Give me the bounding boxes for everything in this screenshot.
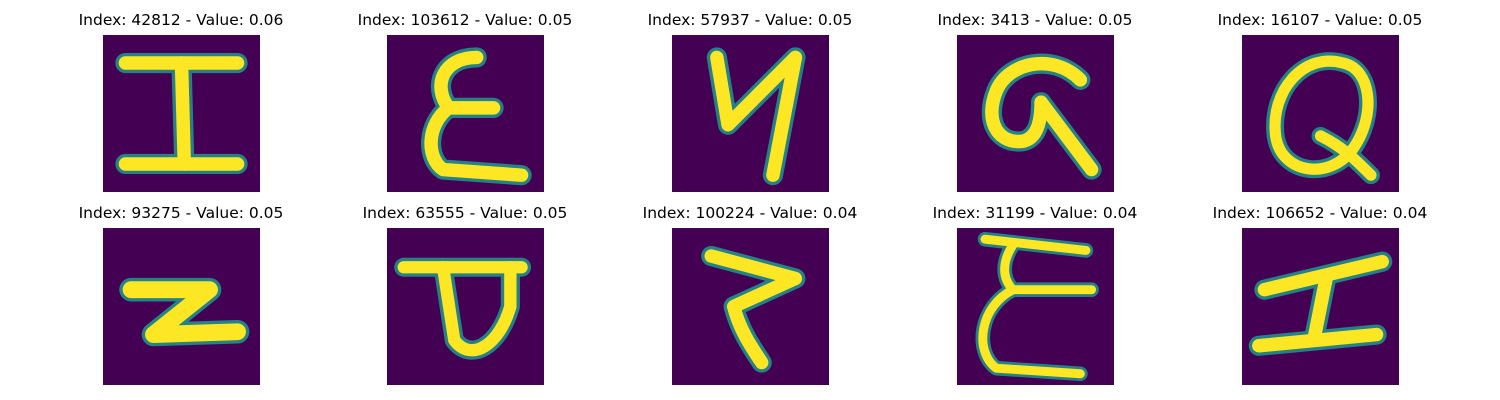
panel-title: Index: 63555 - Value: 0.05 — [362, 204, 568, 222]
panel-9: Index: 31199 - Value: 0.04 — [885, 193, 1185, 385]
panel-4: Index: 3413 - Value: 0.05 — [885, 0, 1185, 192]
panel-8: Index: 100224 - Value: 0.04 — [600, 193, 900, 385]
panel-title: Index: 103612 - Value: 0.05 — [357, 11, 573, 29]
panel-5: Index: 16107 - Value: 0.05 — [1170, 0, 1470, 192]
letter-image-i — [1242, 228, 1399, 385]
letter-image-z — [103, 228, 260, 385]
panel-title: Index: 31199 - Value: 0.04 — [932, 204, 1138, 222]
panel-title: Index: 93275 - Value: 0.05 — [78, 204, 284, 222]
panel-title: Index: 57937 - Value: 0.05 — [647, 11, 853, 29]
panel-title: Index: 3413 - Value: 0.05 — [937, 11, 1133, 29]
panel-10: Index: 106652 - Value: 0.04 — [1170, 193, 1470, 385]
panel-6: Index: 93275 - Value: 0.05 — [31, 193, 331, 385]
panel-title: Index: 100224 - Value: 0.04 — [642, 204, 858, 222]
letter-image-g — [957, 35, 1114, 192]
letter-image-n — [672, 35, 829, 192]
panel-7: Index: 63555 - Value: 0.05 — [315, 193, 615, 385]
panel-title: Index: 106652 - Value: 0.04 — [1212, 204, 1428, 222]
letter-image-i — [103, 35, 260, 192]
panel-3: Index: 57937 - Value: 0.05 — [600, 0, 900, 192]
panel-2: Index: 103612 - Value: 0.05 — [315, 0, 615, 192]
panel-1: Index: 42812 - Value: 0.06 — [31, 0, 331, 192]
letter-image-e — [957, 228, 1114, 385]
letter-image-e — [387, 35, 544, 192]
panel-title: Index: 16107 - Value: 0.05 — [1217, 11, 1423, 29]
letter-image-z — [672, 228, 829, 385]
panel-title: Index: 42812 - Value: 0.06 — [78, 11, 284, 29]
letter-image-d — [387, 228, 544, 385]
letter-image-q — [1242, 35, 1399, 192]
